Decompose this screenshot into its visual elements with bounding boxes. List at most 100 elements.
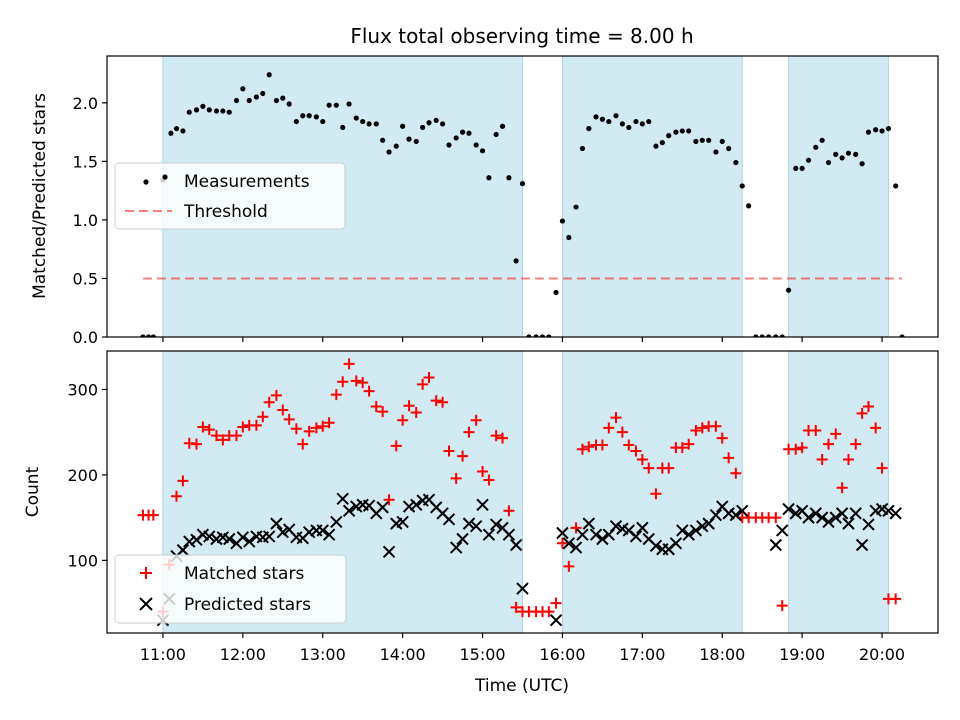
predicted-star-point	[462, 517, 476, 530]
measurement-point	[186, 109, 192, 115]
top-y-tick-label: 1.5	[73, 152, 98, 171]
top-shaded-interval-3	[788, 56, 889, 337]
predicted-star-point	[330, 515, 343, 529]
matched-star-point	[303, 425, 315, 437]
measurement-point	[213, 108, 220, 114]
predicted-star-point	[802, 511, 815, 524]
measurement-point	[746, 203, 752, 209]
predicted-star-point	[815, 511, 829, 524]
measurement-point	[593, 114, 599, 120]
matched-star-point	[850, 438, 862, 450]
matched-star-point	[217, 434, 229, 446]
predicted-star-point	[862, 518, 875, 531]
predicted-star-point	[882, 504, 895, 518]
measurement-point	[253, 94, 260, 100]
matched-star-point	[317, 420, 329, 432]
predicted-star-point	[849, 507, 862, 520]
x-axis: 11:00 12:00 13:00 14:00 15:00 16:00 17:00 18:00…	[140, 633, 905, 664]
predicted-star-point	[382, 545, 396, 559]
matched-star-point	[270, 389, 282, 401]
x-tick-label: 14:00	[380, 645, 426, 664]
measurement-point	[280, 95, 286, 101]
measurement-point	[785, 287, 792, 293]
measurement-point	[526, 334, 532, 337]
matched-star-point	[716, 432, 728, 444]
matched-star-point	[397, 414, 409, 426]
predicted-star-point	[709, 508, 723, 522]
predicted-star-point	[769, 538, 783, 552]
predicted-star-point	[722, 507, 735, 520]
measurement-point	[813, 144, 819, 150]
matched-star-point	[483, 474, 495, 486]
matched-star-point	[616, 426, 628, 438]
bottom-y-tick-label: 100	[67, 551, 98, 570]
bottom-y-tick-label: 300	[67, 380, 98, 399]
predicted-star-point	[316, 524, 329, 537]
bottom-plot-frame	[106, 350, 939, 634]
matched-star-point	[796, 442, 808, 454]
legend-predicted-stars: Predicted stars	[184, 595, 311, 615]
predicted-star-point	[569, 541, 583, 554]
matched-star-point	[770, 512, 782, 524]
measurement-point	[739, 183, 745, 189]
measurement-point	[579, 145, 586, 152]
matched-star-point	[776, 600, 788, 612]
predicted-star-point	[410, 498, 423, 512]
measurement-point	[413, 138, 419, 145]
matched-star-point	[570, 522, 582, 534]
measurement-point	[879, 128, 885, 134]
predicted-star-point	[442, 513, 456, 526]
measurement-point	[646, 118, 652, 125]
measurement-point	[373, 121, 379, 127]
measurement-point	[606, 118, 612, 125]
matched-star-point	[277, 404, 289, 416]
measurement-point	[766, 334, 772, 337]
matched-star-point	[177, 475, 189, 487]
measurement-point	[653, 143, 659, 149]
measurement-point	[306, 113, 312, 119]
measurement-point	[140, 334, 146, 337]
measurement-point	[799, 165, 805, 171]
matched-star-point	[490, 430, 502, 442]
measurement-point	[713, 149, 719, 155]
measurement-point	[706, 137, 712, 143]
predicted-star-point	[736, 504, 749, 518]
matched-star-point	[723, 452, 735, 464]
measurement-point	[673, 129, 679, 135]
measurement-point	[873, 127, 879, 133]
measurement-point	[386, 149, 392, 155]
measurement-point	[719, 138, 725, 145]
top-plot-frame	[106, 55, 939, 338]
predicted-star-point	[696, 519, 709, 533]
predicted-star-point	[376, 501, 389, 514]
measurement-point	[805, 157, 812, 163]
matched-star-point	[363, 385, 375, 397]
x-axis-label: Time (UTC)	[474, 676, 569, 696]
matched-star-point	[576, 443, 588, 455]
matched-star-point	[823, 438, 835, 450]
matched-star-point	[297, 438, 309, 450]
matched-star-point	[843, 454, 855, 466]
predicted-star-point	[562, 537, 576, 550]
matched-star-point	[323, 417, 335, 429]
matched-star-point	[563, 560, 575, 572]
matched-star-point	[890, 593, 902, 605]
matched-star-point	[676, 442, 688, 454]
top-legend: Measurements Threshold	[114, 162, 346, 230]
predicted-star-point	[556, 526, 569, 540]
measurement-point	[439, 121, 446, 127]
measurement-point	[619, 121, 625, 127]
measurement-point	[753, 334, 759, 337]
x-tick-label: 18:00	[699, 645, 745, 664]
matched-star-point	[636, 454, 648, 466]
matched-star-point	[810, 424, 822, 436]
bottom-shaded-interval-2	[561, 351, 743, 633]
matched-star-point	[710, 420, 722, 432]
measurement-point	[686, 128, 692, 134]
measurement-point	[220, 108, 226, 114]
measurement-point	[353, 115, 359, 121]
top-y-tick-label: 2.0	[73, 94, 98, 113]
measurement-point	[340, 124, 346, 131]
measurement-point	[346, 101, 352, 107]
measurement-point	[313, 114, 319, 120]
